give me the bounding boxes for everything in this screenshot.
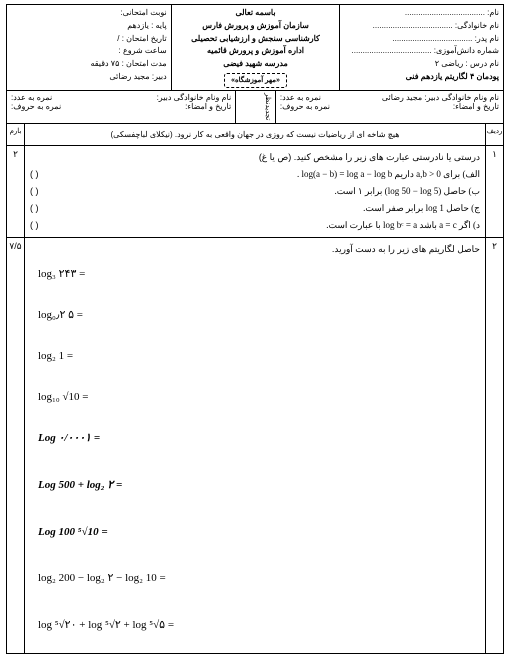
sh-l1: نام ونام خانوادگی دبیر: bbox=[157, 93, 232, 102]
lbl-duration: مدت امتحان : ۷۵ دقیقه bbox=[11, 58, 167, 71]
quote-row: ردیف هیچ شاخه ای از ریاضیات نیست که روزی… bbox=[7, 124, 503, 146]
center-l5: مدرسه شهید فیضی bbox=[176, 58, 336, 71]
seal-label: «مهر آموزشگاه» bbox=[224, 73, 287, 88]
sh-l-s2: نمره به حروف: bbox=[11, 102, 61, 111]
lbl-term: نوبت امتحانی: bbox=[11, 7, 167, 20]
header-left: نوبت امتحانی: پایه : یازدهم تاریخ امتحان… bbox=[7, 5, 171, 90]
header-right: نام: ...................................… bbox=[339, 5, 503, 90]
subheader-mid: تجدیدنظر bbox=[235, 91, 275, 122]
q2-m7: Log 100 ⁵√10 = bbox=[30, 516, 480, 563]
lbl-name: نام: bbox=[487, 8, 499, 17]
center-l4: اداره آموزش و پرورش قائمیه bbox=[176, 45, 336, 58]
q2-m9: log ⁵√۲۰ + log ⁵√۲ + log ⁵√۵ = bbox=[30, 609, 480, 650]
lbl-course: نام درس : ریاضی ۲ bbox=[344, 58, 499, 71]
paren: ( ) bbox=[30, 183, 39, 200]
q2-row: ۲ حاصل لگاریتم های زیر را به دست آورید. … bbox=[7, 238, 503, 653]
header: نام: ...................................… bbox=[7, 5, 503, 91]
paren: ( ) bbox=[30, 200, 39, 217]
q2-m3: log₂ 1 = bbox=[30, 340, 480, 381]
header-center: باسمه تعالی سازمان آموزش و پرورش فارس کا… bbox=[171, 5, 340, 90]
center-l3: کارشناسی سنجش و ارزشیابی تحصیلی bbox=[176, 33, 336, 46]
q2-m5: Log ۰/۰۰۰۱ = bbox=[30, 422, 480, 469]
col-rownum: ردیف bbox=[485, 124, 503, 145]
subheader: نام ونام خانوادگی دبیر: مجید رضائی نمره … bbox=[7, 91, 503, 123]
q2-num: ۲ bbox=[485, 238, 503, 653]
q2-intro: حاصل لگاریتم های زیر را به دست آورید. bbox=[30, 241, 480, 258]
center-l1: باسمه تعالی bbox=[176, 7, 336, 20]
sh-l-s1: نمره به عدد: bbox=[11, 93, 52, 102]
q1-b: ب) حاصل (log 50 − log 5) برابر ۱ است. bbox=[335, 183, 481, 200]
lbl-chapter: پودمان ۴ لگاریتم یازدهم فنی bbox=[344, 71, 499, 84]
q2-m4: log₁₀ √10 = bbox=[30, 381, 480, 422]
exam-page: نام: ...................................… bbox=[6, 4, 504, 654]
sh-r1: نام ونام خانوادگی دبیر: مجید رضائی bbox=[382, 93, 499, 102]
sh-l2: تاریخ و امضاء: bbox=[185, 102, 231, 111]
col-score: بارم bbox=[7, 124, 25, 145]
dots: .................................... bbox=[392, 34, 472, 43]
paren: ( ) bbox=[30, 166, 39, 183]
q2-m1: log₃ ۲۴۳ = bbox=[30, 258, 480, 299]
lbl-father: نام پدر: bbox=[475, 34, 499, 43]
paren: ( ) bbox=[30, 217, 39, 234]
q1-c: ج) حاصل log 1 برابر صفر است. bbox=[363, 200, 480, 217]
sh-r2: تاریخ و امضاء: bbox=[453, 102, 499, 111]
dots: .................................... bbox=[352, 46, 432, 55]
q1-body: درستی یا نادرستی عبارت های زیر را مشخص ک… bbox=[25, 146, 485, 237]
lbl-grade: پایه : یازدهم bbox=[11, 20, 167, 33]
subheader-right: نام ونام خانوادگی دبیر: مجید رضائی نمره … bbox=[275, 91, 503, 122]
dots: .................................... bbox=[405, 8, 485, 17]
sh-r-s1: نمره به عدد: bbox=[280, 93, 321, 102]
q2-m6: Log 500 + log₂ ۲ = bbox=[30, 469, 480, 516]
lbl-studentno: شماره دانش‌آموزی: bbox=[434, 46, 499, 55]
q1-num: ۱ bbox=[485, 146, 503, 237]
quote: هیچ شاخه ای از ریاضیات نیست که روزی در ج… bbox=[25, 124, 485, 145]
q2-body: حاصل لگاریتم های زیر را به دست آورید. lo… bbox=[25, 238, 485, 653]
lbl-start: ساعت شروع : bbox=[11, 45, 167, 58]
q1-intro: درستی یا نادرستی عبارت های زیر را مشخص ک… bbox=[30, 149, 480, 166]
sh-r-s2: نمره به حروف: bbox=[280, 102, 330, 111]
q2-m8: log₂ 200 − log₂ ۲ − log₂ 10 = bbox=[30, 562, 480, 609]
q2-score: ۷/۵ bbox=[7, 238, 25, 653]
q2-m2: log₀٫۲ ۵ = bbox=[30, 299, 480, 340]
q1-score: ۲ bbox=[7, 146, 25, 237]
lbl-date: تاریخ امتحان : / bbox=[11, 33, 167, 46]
q1-row: ۱ درستی یا نادرستی عبارت های زیر را مشخص… bbox=[7, 146, 503, 238]
center-l2: سازمان آموزش و پرورش فارس bbox=[176, 20, 336, 33]
lbl-teacher: دبیر: مجید رضائی bbox=[11, 71, 167, 84]
dots: .................................... bbox=[373, 21, 453, 30]
q1-d: د) اگر a = c باشد log bᶜ = a با عبارت اس… bbox=[326, 217, 480, 234]
subheader-left: نام ونام خانوادگی دبیر: نمره به عدد: تار… bbox=[7, 91, 235, 122]
q1-a: الف) برای a,b > 0 داریم log(a − b) = log… bbox=[297, 166, 480, 183]
lbl-family: نام خانوادگی: bbox=[455, 21, 499, 30]
